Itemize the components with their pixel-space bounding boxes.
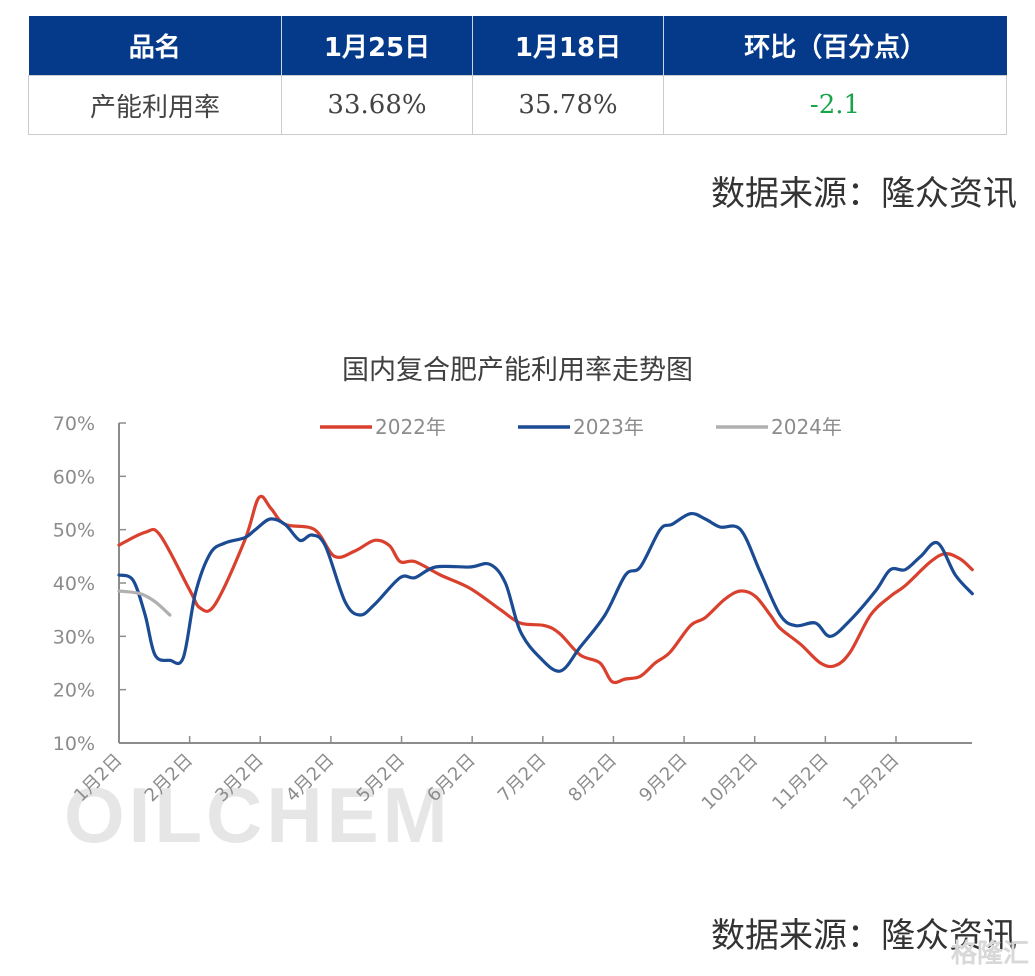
cell-change-value: -2.1	[663, 75, 1007, 135]
corner-watermark: 格隆汇	[950, 939, 1029, 969]
y-tick-label: 30%	[53, 626, 95, 648]
x-tick-label: 2月2日	[141, 750, 198, 807]
x-tick-label: 10月2日	[698, 750, 763, 815]
y-tick-label: 20%	[53, 680, 95, 702]
y-axis: 70% 60% 50% 40% 30% 20% 10%	[53, 413, 126, 755]
cell-current-value: 33.68%	[281, 75, 473, 135]
chart-series	[117, 494, 974, 685]
header-date-previous: 1月18日	[472, 16, 664, 76]
header-change: 环比（百分点）	[663, 16, 1007, 76]
table-header-row: 品名 1月25日 1月18日 环比（百分点）	[28, 16, 1007, 76]
x-tick-label: 11月2日	[768, 750, 833, 815]
data-source-top: 数据来源：隆众资讯	[711, 174, 1017, 214]
series-line-2024年	[117, 589, 172, 617]
x-tick-label: 6月2日	[423, 750, 480, 807]
oilchem-watermark: OILCHEM	[64, 771, 452, 859]
x-tick-label: 12月2日	[839, 750, 904, 815]
chart-title: 国内复合肥产能利用率走势图	[342, 355, 693, 386]
y-tick-label: 60%	[53, 466, 95, 488]
cell-product-name: 产能利用率	[28, 75, 282, 135]
capacity-utilization-table: 品名 1月25日 1月18日 环比（百分点） 产能利用率 33.68% 35.7…	[28, 16, 1007, 135]
chart-legend: 2022年 2023年 2024年	[320, 415, 842, 439]
x-axis: 1月2日 2月2日 3月2日 4月2日 5月2日 6月2日 7月2日 8月2日 9月2日 10月2…	[70, 736, 972, 814]
x-tick-label: 3月2日	[211, 750, 268, 807]
table-row: 产能利用率 33.68% 35.78% -2.1	[28, 75, 1007, 135]
x-tick-label: 4月2日	[282, 750, 339, 807]
y-tick-label: 70%	[53, 413, 95, 435]
header-date-current: 1月25日	[281, 16, 473, 76]
series-line-2023年	[117, 511, 974, 673]
y-tick-label: 10%	[53, 733, 95, 755]
y-tick-label: 40%	[53, 573, 95, 595]
header-product-name: 品名	[28, 16, 282, 76]
y-tick-label: 50%	[53, 520, 95, 542]
x-tick-label: 8月2日	[564, 750, 621, 807]
x-tick-label: 9月2日	[635, 750, 692, 807]
series-line-2022年	[117, 494, 974, 685]
legend-label-0: 2022年	[375, 415, 446, 439]
legend-label-1: 2023年	[573, 415, 644, 439]
x-tick-label: 1月2日	[70, 750, 127, 807]
cell-previous-value: 35.78%	[472, 75, 664, 135]
legend-label-2: 2024年	[771, 415, 842, 439]
x-tick-label: 7月2日	[494, 750, 551, 807]
x-tick-label: 5月2日	[353, 750, 410, 807]
data-source-bottom: 数据来源：隆众资讯	[711, 916, 1017, 956]
